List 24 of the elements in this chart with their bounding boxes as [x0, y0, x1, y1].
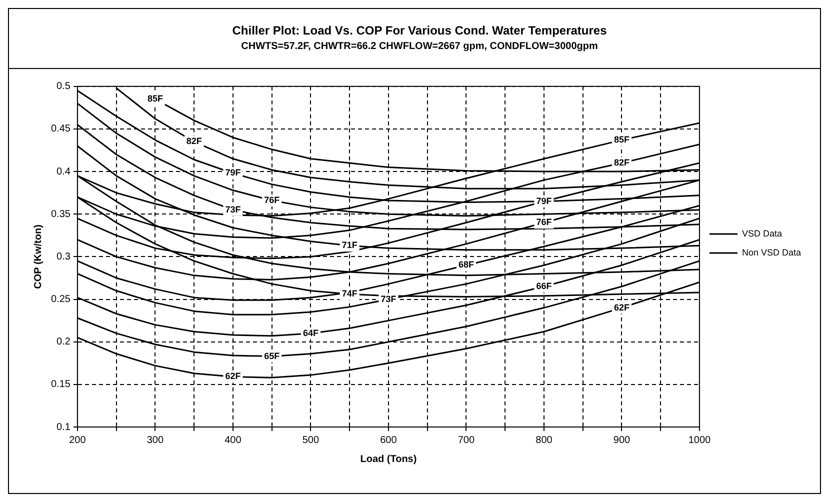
y-tick-label: 0.4: [56, 166, 71, 178]
x-axis-title: Load (Tons): [360, 454, 417, 465]
x-tick-label: 800: [536, 434, 553, 446]
x-tick-label: 900: [613, 434, 630, 446]
y-tick-label: 0.3: [56, 251, 71, 262]
y-tick-label: 0.35: [50, 208, 71, 220]
legend-label: VSD Data: [742, 228, 782, 238]
x-tick-label: 400: [224, 434, 242, 446]
chart-title: Chiller Plot: Load Vs. COP For Various Cond. Water Temperatures: [232, 24, 608, 38]
y-tick-label: 0.25: [50, 294, 71, 306]
y-tick-label: 0.2: [56, 336, 71, 348]
x-tick-label: 300: [146, 434, 164, 446]
chart-subtitle: CHWTS=57.2F, CHWTR=66.2 CHWFLOW=2667 gpm, CONDFLOW=3000gpm: [241, 41, 598, 52]
y-tick-label: 0.5: [56, 81, 71, 92]
legend-label: Non VSD Data: [742, 247, 802, 258]
x-tick-label: 700: [458, 434, 475, 446]
x-tick-label: 200: [69, 434, 86, 446]
y-tick-label: 0.1: [56, 422, 71, 433]
x-tick-label: 600: [380, 434, 398, 446]
y-axis-title: COP (Kw/ton): [32, 224, 44, 289]
y-tick-label: 0.45: [50, 124, 71, 135]
x-tick-label: 500: [302, 434, 320, 446]
x-tick-label: 1000: [688, 434, 712, 446]
y-tick-label: 0.15: [50, 379, 71, 390]
